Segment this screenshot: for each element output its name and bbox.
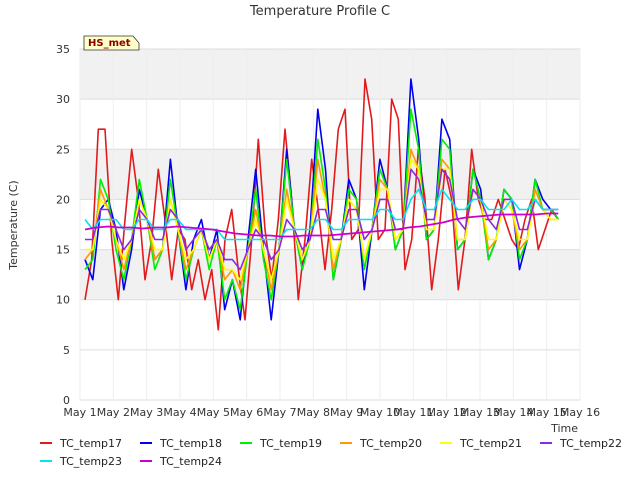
legend-label: TC_temp22 (560, 436, 623, 450)
legend: TC_temp17 TC_temp18 TC_temp19 TC_temp20 … (40, 434, 640, 470)
legend-item-tc-temp19: TC_temp19 (240, 437, 340, 450)
x-tick-label: May 9 (330, 406, 363, 419)
legend-item-tc-temp24: TC_temp24 (140, 455, 240, 468)
y-axis-ticks: 0 5 10 15 20 25 30 35 (56, 43, 70, 407)
y-tick-label: 25 (56, 143, 70, 156)
legend-swatch (240, 442, 252, 444)
legend-label: TC_temp24 (160, 454, 223, 468)
x-tick-label: May 13 (460, 406, 500, 419)
legend-swatch (140, 460, 152, 462)
x-tick-label: May 10 (360, 406, 400, 419)
x-axis-ticks: May 1 May 2 May 3 May 4 May 5 May 6 May 7 May 8… (63, 406, 600, 419)
x-tick-label: May 16 (560, 406, 600, 419)
x-tick-label: May 8 (297, 406, 330, 419)
legend-swatch (40, 442, 52, 444)
x-tick-label: May 2 (97, 406, 130, 419)
legend-label: TC_temp23 (60, 454, 123, 468)
chart-title: Temperature Profile C (249, 4, 390, 19)
y-tick-label: 10 (56, 294, 70, 307)
legend-row-1: TC_temp17 TC_temp18 TC_temp19 TC_temp20 … (40, 434, 640, 452)
x-tick-label: May 1 (63, 406, 96, 419)
legend-row-2: TC_temp23 TC_temp24 (40, 452, 640, 470)
legend-item-tc-temp20: TC_temp20 (340, 437, 440, 450)
band-20-25 (80, 149, 580, 200)
y-tick-label: 35 (56, 43, 70, 56)
legend-swatch (540, 442, 552, 444)
legend-label: TC_temp17 (60, 436, 123, 450)
band-10-15 (80, 249, 580, 300)
series-line-tc-temp24 (84, 212, 559, 238)
legend-item-tc-temp21: TC_temp21 (440, 437, 540, 450)
legend-swatch (440, 442, 452, 444)
x-tick-label: May 12 (427, 406, 467, 419)
band-30-35 (80, 49, 580, 100)
legend-label: TC_temp18 (160, 436, 223, 450)
y-tick-label: 5 (63, 344, 70, 357)
x-tick-label: May 7 (263, 406, 296, 419)
hs-met-badge: HS_met (83, 35, 140, 51)
legend-label: TC_temp19 (260, 436, 323, 450)
legend-swatch (140, 442, 152, 444)
series-line-tc-temp22 (85, 168, 559, 271)
legend-label: TC_temp20 (360, 436, 423, 450)
legend-swatch (40, 460, 52, 462)
x-tick-label: May 14 (493, 406, 533, 419)
x-axis-label: Time (550, 422, 578, 435)
legend-item-tc-temp23: TC_temp23 (40, 455, 140, 468)
x-tick-label: May 6 (230, 406, 263, 419)
series-lines (84, 78, 559, 331)
y-tick-label: 0 (63, 394, 70, 407)
y-tick-label: 30 (56, 93, 70, 106)
legend-item-tc-temp22: TC_temp22 (540, 437, 640, 450)
legend-swatch (340, 442, 352, 444)
x-tick-label: May 4 (163, 406, 196, 419)
y-tick-label: 15 (56, 244, 70, 257)
y-axis-label: Temperature (C) (7, 180, 20, 270)
hs-met-badge-label: HS_met (88, 38, 131, 49)
background-bands (80, 49, 580, 300)
legend-item-tc-temp18: TC_temp18 (140, 437, 240, 450)
x-tick-label: May 5 (197, 406, 230, 419)
x-tick-label: May 15 (527, 406, 567, 419)
legend-item-tc-temp17: TC_temp17 (40, 437, 140, 450)
x-tick-label: May 11 (393, 406, 433, 419)
series-line-tc-temp17 (84, 78, 559, 331)
legend-label: TC_temp21 (460, 436, 523, 450)
x-tick-label: May 3 (130, 406, 163, 419)
y-tick-label: 20 (56, 193, 70, 206)
